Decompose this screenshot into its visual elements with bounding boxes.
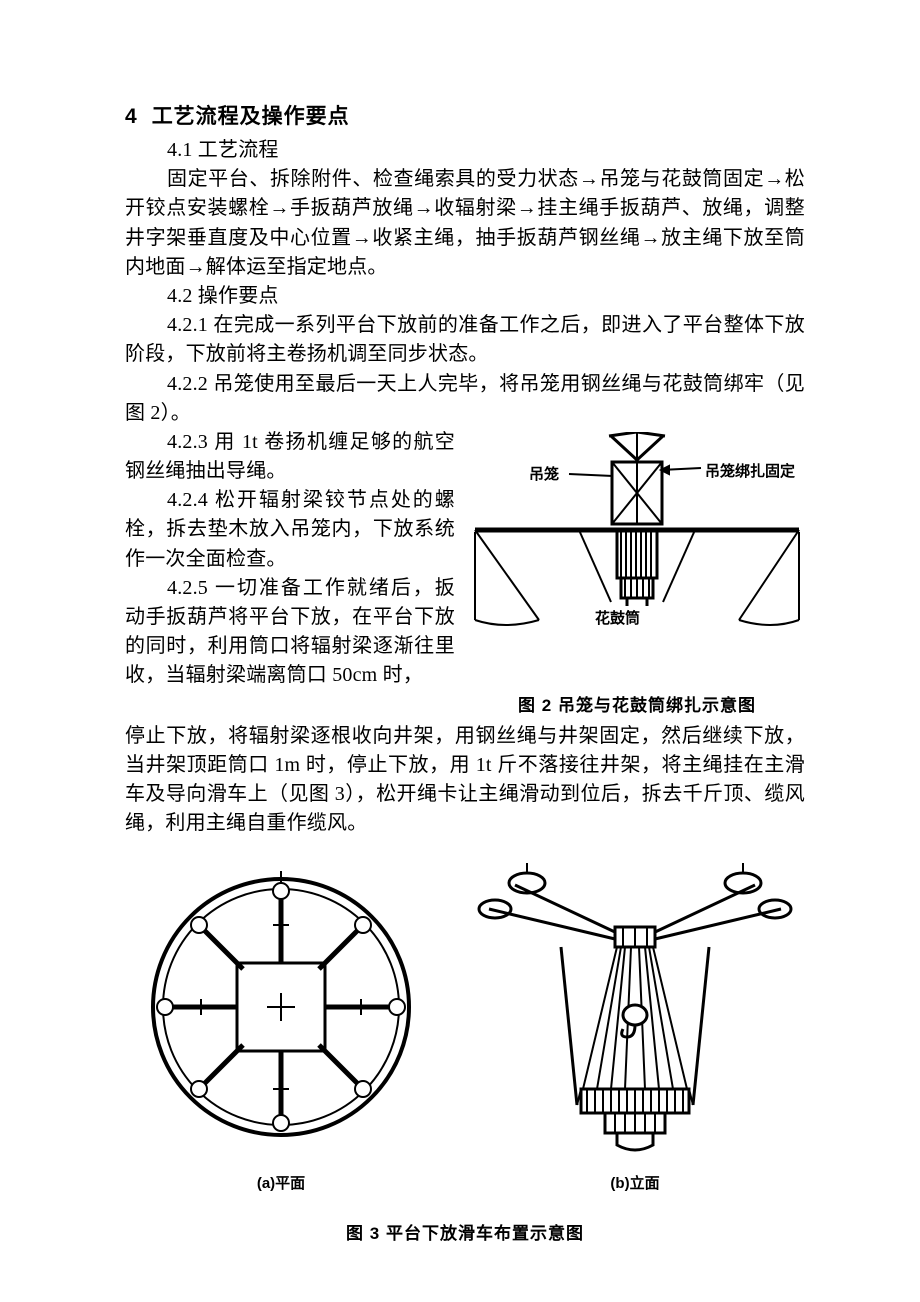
figure-3a-svg bbox=[125, 861, 437, 1161]
figure-3b-col: (b)立面 bbox=[465, 861, 805, 1193]
p-421: 4.2.1 在完成一系列平台下放前的准备工作之后，即进入了平台整体下放阶段，下放… bbox=[125, 311, 805, 369]
figure-2-svg: 吊笼 吊笼绑扎固定 花鼓筒 bbox=[469, 432, 805, 677]
figure-3: (a)平面 bbox=[125, 861, 805, 1244]
fig2-label-drum: 花鼓筒 bbox=[595, 609, 640, 627]
p-425b: 停止下放，将辐射梁逐根收向井架，用钢丝绳与井架固定，然后继续下放，当井架顶距筒口… bbox=[125, 722, 805, 839]
figure-3b-sublabel: (b)立面 bbox=[465, 1172, 805, 1193]
figure-2-caption: 图 2 吊笼与花鼓筒绑扎示意图 bbox=[469, 691, 805, 716]
figure-3b-svg bbox=[465, 861, 805, 1161]
figure-3a-sublabel: (a)平面 bbox=[125, 1172, 437, 1193]
sec-42-title: 4.2 操作要点 bbox=[125, 282, 805, 311]
figure-2: 吊笼 吊笼绑扎固定 花鼓筒 图 2 吊笼与花鼓筒绑扎示意图 bbox=[469, 432, 805, 716]
sec-41-title: 4.1 工艺流程 bbox=[125, 136, 805, 165]
fig2-label-tie: 吊笼绑扎固定 bbox=[705, 462, 795, 480]
figure-3-caption: 图 3 平台下放滑车布置示意图 bbox=[125, 1219, 805, 1244]
p-422: 4.2.2 吊笼使用至最后一天上人完毕，将吊笼用钢丝绳与花鼓筒绑牢（见图 2）。 bbox=[125, 370, 805, 428]
figure-3a-col: (a)平面 bbox=[125, 861, 437, 1193]
heading-text: 工艺流程及操作要点 bbox=[152, 105, 350, 128]
figure2-wrap-block: 吊笼 吊笼绑扎固定 花鼓筒 图 2 吊笼与花鼓筒绑扎示意图 4.2.3 用 1t… bbox=[125, 428, 805, 722]
heading-number: 4 bbox=[125, 105, 138, 128]
fig2-label-cage: 吊笼 bbox=[529, 465, 559, 483]
sec-41-body: 固定平台、拆除附件、检查绳索具的受力状态→吊笼与花鼓筒固定→松开铰点安装螺栓→手… bbox=[125, 165, 805, 282]
section-heading: 4 工艺流程及操作要点 bbox=[125, 100, 805, 130]
